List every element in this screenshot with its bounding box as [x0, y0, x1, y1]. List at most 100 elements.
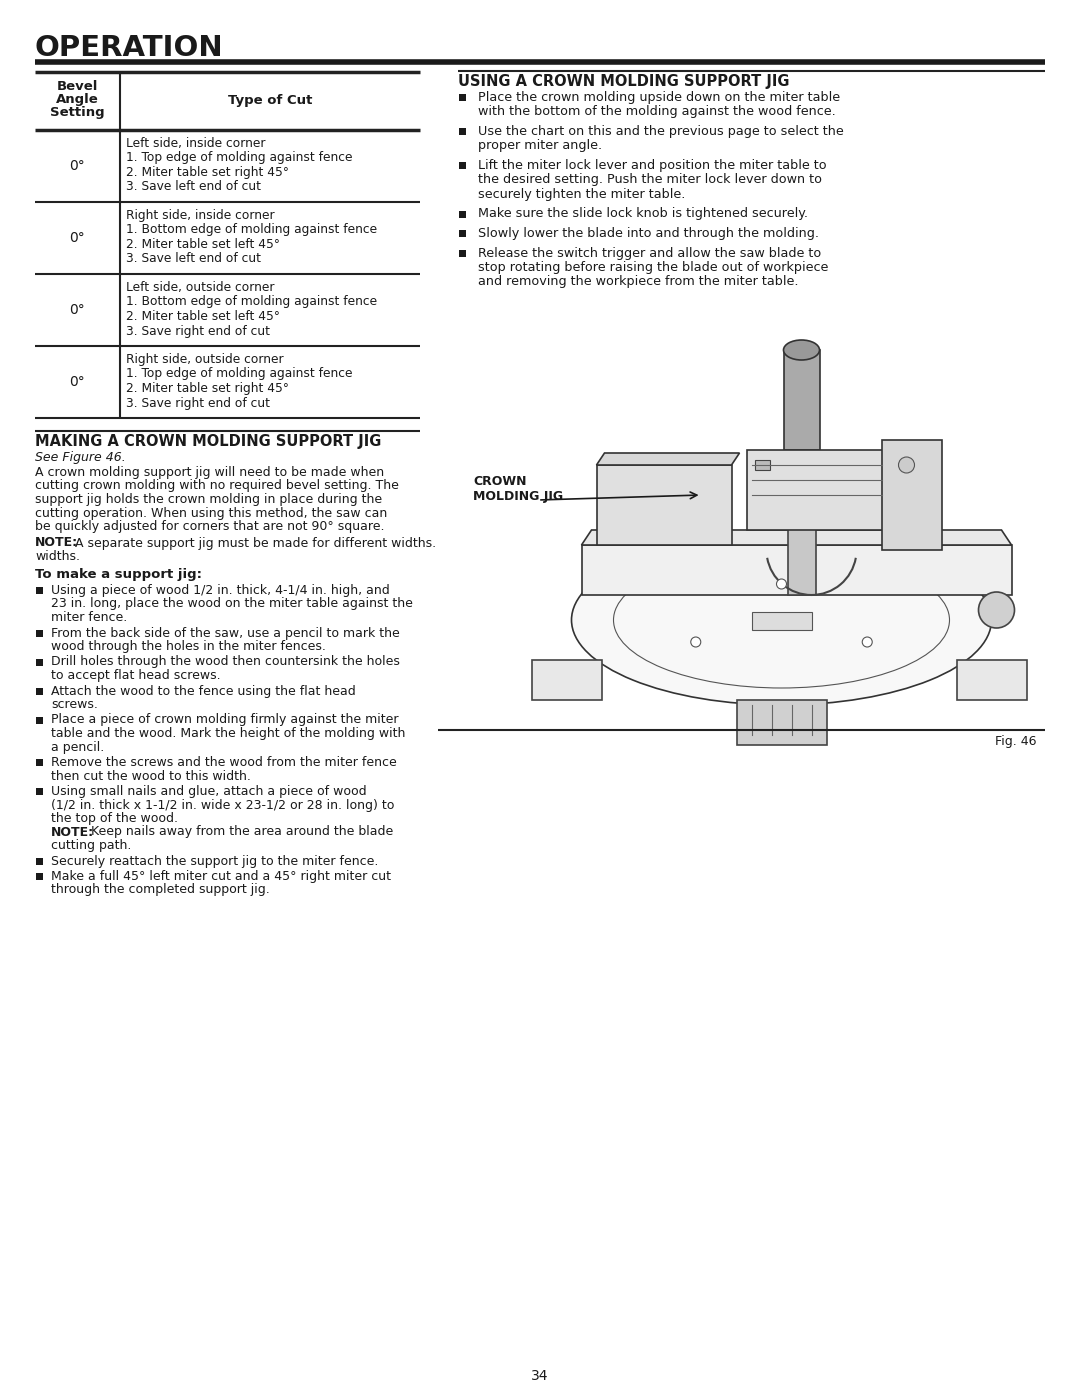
Text: cutting path.: cutting path. [51, 840, 132, 852]
Bar [746, 450, 887, 529]
Text: 34: 34 [531, 1369, 549, 1383]
Text: Fig. 46: Fig. 46 [995, 735, 1037, 747]
Bar [459, 94, 465, 101]
Text: the desired setting. Push the miter lock lever down to: the desired setting. Push the miter lock… [478, 173, 822, 187]
Text: See Figure 46.: See Figure 46. [35, 451, 125, 464]
Text: 2. Miter table set left 45°: 2. Miter table set left 45° [126, 237, 280, 251]
Text: Left side, outside corner: Left side, outside corner [126, 281, 274, 293]
Bar [459, 231, 465, 237]
Text: Lift the miter lock lever and position the miter table to: Lift the miter lock lever and position t… [478, 159, 826, 172]
Text: securely tighten the miter table.: securely tighten the miter table. [478, 189, 686, 201]
Text: A crown molding support jig will need to be made when: A crown molding support jig will need to… [35, 467, 384, 479]
Bar [737, 700, 826, 745]
Text: 23 in. long, place the wood on the miter table against the: 23 in. long, place the wood on the miter… [51, 598, 413, 610]
Text: Slowly lower the blade into and through the molding.: Slowly lower the blade into and through … [478, 226, 819, 240]
Text: Make a full 45° left miter cut and a 45° right miter cut: Make a full 45° left miter cut and a 45°… [51, 870, 391, 883]
Bar [581, 545, 1012, 595]
Text: Type of Cut: Type of Cut [228, 94, 312, 108]
Text: A separate support jig must be made for different widths.: A separate support jig must be made for … [71, 536, 436, 549]
Circle shape [899, 457, 915, 474]
Text: with the bottom of the molding against the wood fence.: with the bottom of the molding against t… [478, 106, 836, 119]
Text: To make a support jig:: To make a support jig: [35, 569, 202, 581]
Text: 2. Miter table set right 45°: 2. Miter table set right 45° [126, 166, 288, 179]
Text: CROWN
MOLDING JIG: CROWN MOLDING JIG [473, 475, 563, 503]
Text: 1. Bottom edge of molding against fence: 1. Bottom edge of molding against fence [126, 296, 377, 309]
Text: Keep nails away from the area around the blade: Keep nails away from the area around the… [87, 826, 393, 838]
Text: MAKING A CROWN MOLDING SUPPORT JIG: MAKING A CROWN MOLDING SUPPORT JIG [35, 434, 381, 448]
Bar [36, 759, 43, 766]
Text: support jig holds the crown molding in place during the: support jig holds the crown molding in p… [35, 493, 382, 506]
Bar [36, 687, 43, 694]
Text: 3. Save left end of cut: 3. Save left end of cut [126, 180, 261, 194]
Text: (1/2 in. thick x 1-1/2 in. wide x 23-1/2 or 28 in. long) to: (1/2 in. thick x 1-1/2 in. wide x 23-1/2… [51, 799, 394, 812]
Bar [36, 630, 43, 637]
Text: OPERATION: OPERATION [35, 34, 224, 61]
Circle shape [777, 578, 786, 590]
Text: cutting crown molding with no required bevel setting. The: cutting crown molding with no required b… [35, 479, 399, 493]
Text: From the back side of the saw, use a pencil to mark the: From the back side of the saw, use a pen… [51, 626, 400, 640]
Text: cutting operation. When using this method, the saw can: cutting operation. When using this metho… [35, 507, 388, 520]
Text: table and the wood. Mark the height of the molding with: table and the wood. Mark the height of t… [51, 726, 405, 740]
Text: NOTE:: NOTE: [51, 826, 94, 838]
Ellipse shape [571, 535, 991, 705]
Text: 3. Save left end of cut: 3. Save left end of cut [126, 253, 261, 265]
Text: through the completed support jig.: through the completed support jig. [51, 883, 270, 897]
Text: 0°: 0° [69, 159, 85, 173]
Text: 0°: 0° [69, 231, 85, 244]
Text: then cut the wood to this width.: then cut the wood to this width. [51, 770, 251, 782]
Text: 1. Top edge of molding against fence: 1. Top edge of molding against fence [126, 151, 352, 165]
Text: Left side, inside corner: Left side, inside corner [126, 137, 266, 149]
Bar [957, 659, 1026, 700]
Bar [36, 587, 43, 594]
Text: screws.: screws. [51, 698, 98, 711]
Text: to accept flat head screws.: to accept flat head screws. [51, 669, 220, 682]
Bar [752, 612, 811, 630]
Text: Using small nails and glue, attach a piece of wood: Using small nails and glue, attach a pie… [51, 785, 366, 798]
Bar [36, 858, 43, 865]
Bar [36, 717, 43, 724]
Text: Right side, outside corner: Right side, outside corner [126, 353, 284, 366]
Text: miter fence.: miter fence. [51, 610, 127, 624]
Text: 2. Miter table set right 45°: 2. Miter table set right 45° [126, 381, 288, 395]
Text: Attach the wood to the fence using the flat head: Attach the wood to the fence using the f… [51, 685, 355, 697]
Circle shape [691, 637, 701, 647]
Text: 0°: 0° [69, 374, 85, 388]
Bar [36, 658, 43, 665]
Bar [459, 211, 465, 218]
Text: 3. Save right end of cut: 3. Save right end of cut [126, 324, 270, 338]
Text: USING A CROWN MOLDING SUPPORT JIG: USING A CROWN MOLDING SUPPORT JIG [458, 74, 789, 89]
Bar [459, 250, 465, 257]
Text: 0°: 0° [69, 303, 85, 317]
Text: Using a piece of wood 1/2 in. thick, 4-1/4 in. high, and: Using a piece of wood 1/2 in. thick, 4-1… [51, 584, 390, 597]
Text: Make sure the slide lock knob is tightened securely.: Make sure the slide lock knob is tighten… [478, 208, 808, 221]
Ellipse shape [783, 339, 820, 360]
Text: Use the chart on this and the previous page to select the: Use the chart on this and the previous p… [478, 124, 843, 138]
Text: Angle: Angle [56, 94, 99, 106]
Text: Right side, inside corner: Right side, inside corner [126, 210, 274, 222]
Bar [783, 351, 820, 450]
Text: Release the switch trigger and allow the saw blade to: Release the switch trigger and allow the… [478, 246, 821, 260]
Text: Securely reattach the support jig to the miter fence.: Securely reattach the support jig to the… [51, 855, 378, 868]
Bar [881, 440, 942, 550]
Text: Bevel: Bevel [57, 80, 98, 94]
Text: Place the crown molding upside down on the miter table: Place the crown molding upside down on t… [478, 91, 840, 103]
Text: 1. Top edge of molding against fence: 1. Top edge of molding against fence [126, 367, 352, 380]
Text: wood through the holes in the miter fences.: wood through the holes in the miter fenc… [51, 640, 326, 652]
Polygon shape [581, 529, 1012, 545]
Text: stop rotating before raising the blade out of workpiece: stop rotating before raising the blade o… [478, 261, 828, 274]
Text: 3. Save right end of cut: 3. Save right end of cut [126, 397, 270, 409]
Circle shape [978, 592, 1014, 629]
Text: Remove the screws and the wood from the miter fence: Remove the screws and the wood from the … [51, 756, 396, 768]
Text: 1. Bottom edge of molding against fence: 1. Bottom edge of molding against fence [126, 224, 377, 236]
Text: Place a piece of crown molding firmly against the miter: Place a piece of crown molding firmly ag… [51, 714, 399, 726]
Text: Setting: Setting [50, 106, 105, 119]
Text: the top of the wood.: the top of the wood. [51, 812, 178, 826]
Bar [459, 162, 465, 169]
Bar [36, 873, 43, 880]
Polygon shape [596, 453, 740, 465]
Text: widths.: widths. [35, 550, 80, 563]
Text: a pencil.: a pencil. [51, 740, 105, 753]
Text: be quickly adjusted for corners that are not 90° square.: be quickly adjusted for corners that are… [35, 520, 384, 534]
Bar [755, 460, 769, 469]
Circle shape [862, 637, 873, 647]
